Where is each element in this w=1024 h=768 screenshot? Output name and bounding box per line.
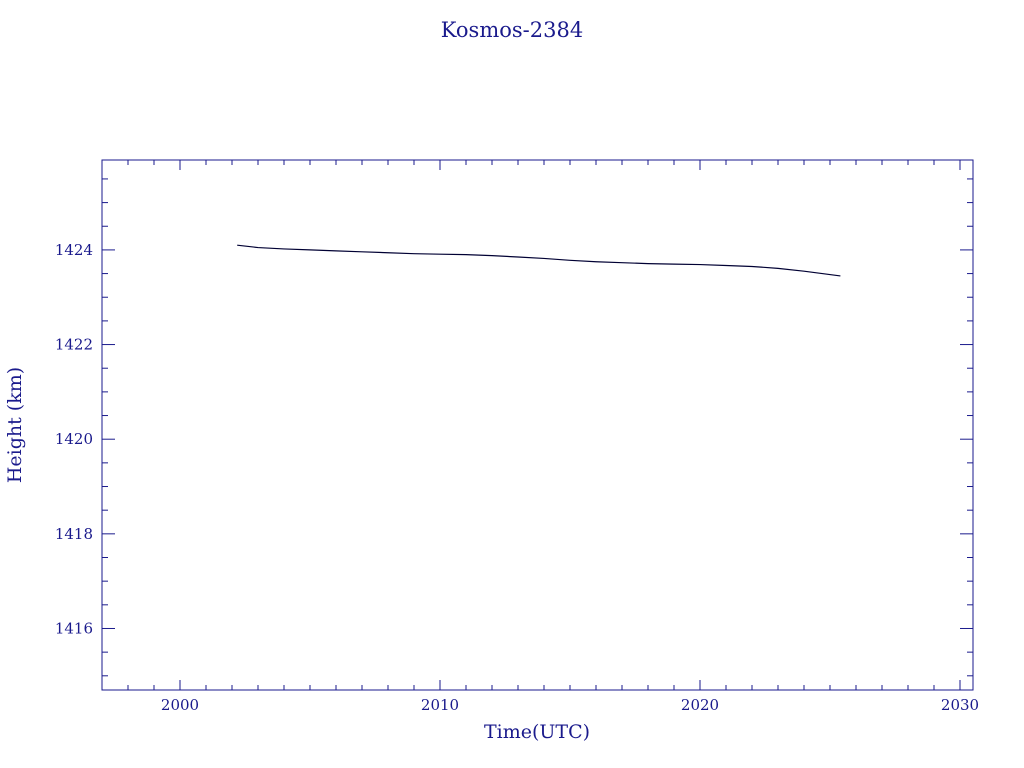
y-tick-label: 1416 [55,619,93,637]
x-tick-label: 2010 [421,696,459,714]
x-axis-ticks [101,160,961,690]
x-tick-label: 2000 [161,696,199,714]
plot-frame [101,159,974,691]
x-axis-tick-labels: 2000 2010 2020 2030 [161,696,979,714]
series-line [237,244,841,277]
x-tick-label: 2030 [941,696,979,714]
y-tick-label: 1418 [55,525,93,543]
y-tick-label: 1422 [55,336,93,354]
y-axis-label: Height (km) [4,367,26,483]
y-axis-ticks [102,178,973,677]
chart-title: Kosmos-2384 [441,18,583,42]
y-tick-label: 1420 [55,430,93,448]
y-tick-label: 1424 [55,241,93,259]
x-axis-label: Time(UTC) [484,721,590,743]
y-axis-tick-labels: 1416 1418 1420 1422 1424 [55,241,93,638]
x-tick-label: 2020 [681,696,719,714]
